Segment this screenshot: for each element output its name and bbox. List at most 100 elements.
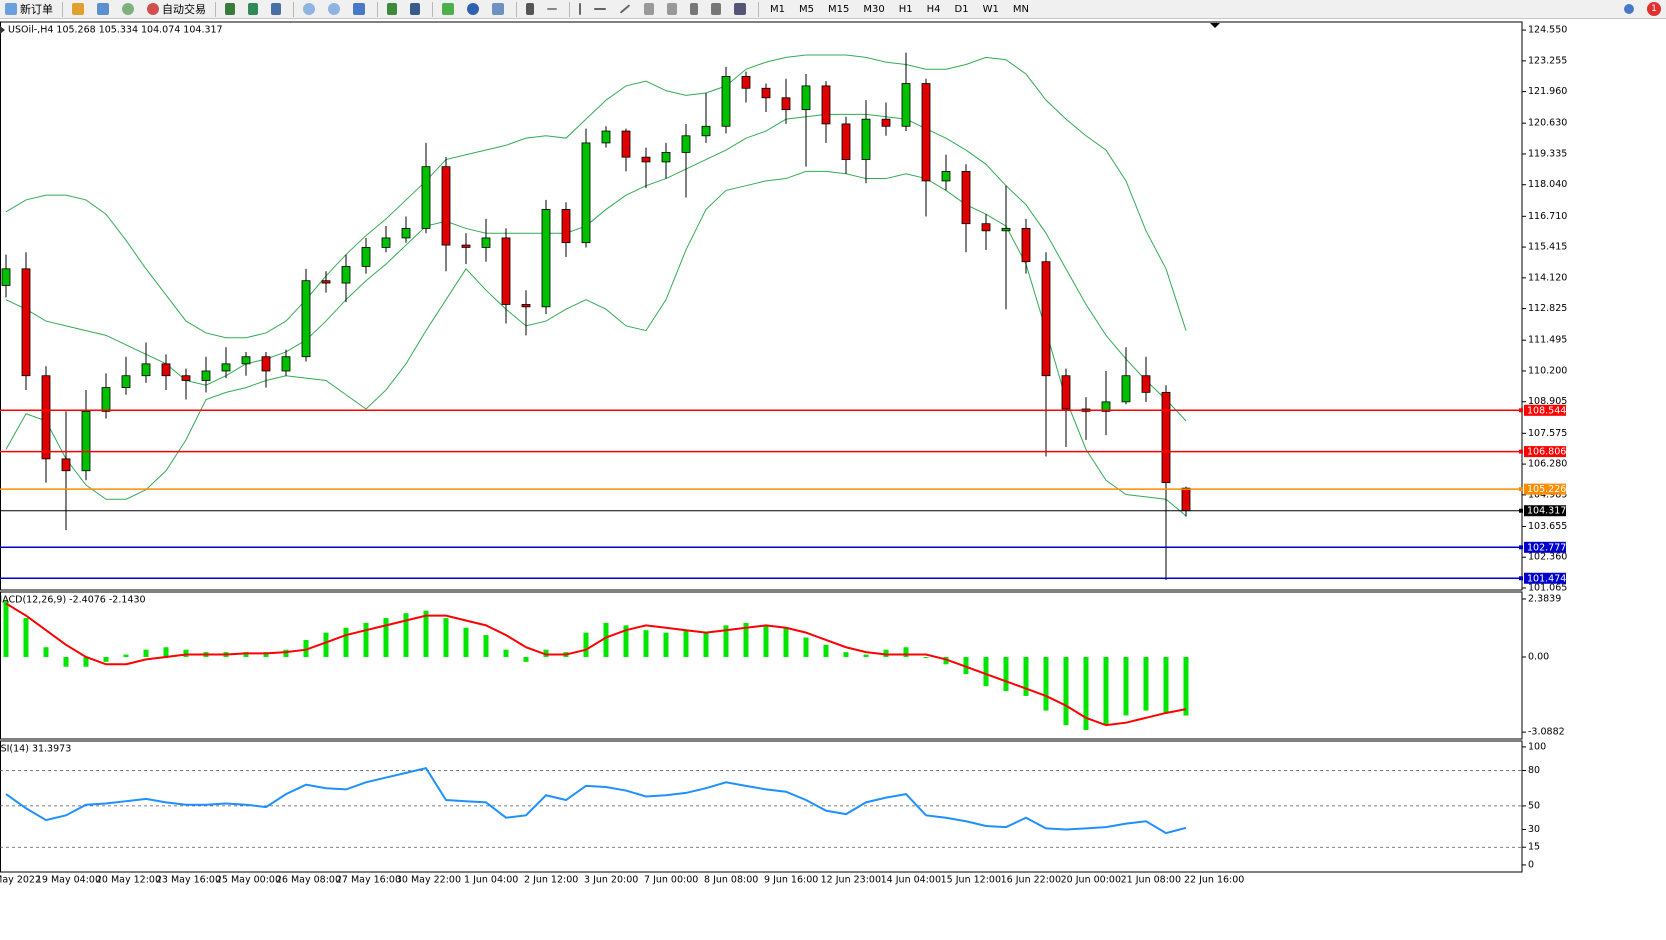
macd-bar bbox=[723, 625, 729, 657]
macd-bar bbox=[263, 652, 269, 657]
toolbar-icon[interactable] bbox=[267, 0, 288, 19]
timeframe-button[interactable]: H4 bbox=[926, 3, 941, 15]
price-level-tag bbox=[1524, 572, 1566, 584]
candle-body bbox=[201, 370, 211, 381]
macd-bar bbox=[783, 627, 789, 657]
price-level-dot bbox=[1519, 545, 1523, 550]
price-level-label: 108.544 bbox=[1527, 405, 1566, 416]
candle-body bbox=[501, 237, 511, 305]
y-tick-label: 0 bbox=[1528, 859, 1534, 870]
timeframe-button[interactable]: M15 bbox=[828, 3, 850, 15]
timeframe-button[interactable]: M30 bbox=[863, 3, 885, 15]
candle-body bbox=[821, 85, 831, 125]
price-level-label: 105.226 bbox=[1527, 484, 1566, 495]
candle-body bbox=[801, 85, 811, 111]
price-level-dot bbox=[1519, 576, 1523, 581]
x-tick-label: 19 May 04:00 bbox=[36, 875, 101, 886]
toolbar-icon[interactable] bbox=[118, 0, 141, 19]
x-tick-label: 9 Jun 16:00 bbox=[764, 875, 818, 886]
y-tick-label: 50 bbox=[1528, 800, 1540, 811]
candle-body bbox=[481, 237, 491, 248]
x-tick-label: 22 Jun 16:00 bbox=[1184, 875, 1244, 886]
toolbar-icon[interactable] bbox=[438, 0, 461, 19]
y-tick-label: 110.200 bbox=[1528, 365, 1567, 376]
toolbar-icon[interactable] bbox=[324, 0, 347, 19]
candle-body bbox=[141, 363, 151, 377]
y-tick-label: 102.360 bbox=[1528, 552, 1567, 563]
y-tick-label: 118.040 bbox=[1528, 179, 1567, 190]
price-level-label: 102.777 bbox=[1527, 542, 1566, 553]
toolbar-icon[interactable] bbox=[299, 0, 322, 19]
toolbar-icon[interactable] bbox=[68, 0, 91, 19]
candle-body bbox=[241, 356, 251, 365]
price-level-tag bbox=[1524, 483, 1566, 495]
toolbar-icon[interactable] bbox=[615, 0, 638, 19]
toolbar-icon[interactable] bbox=[575, 0, 588, 19]
toolbar-icon[interactable] bbox=[707, 0, 728, 19]
candle-body bbox=[101, 387, 111, 412]
candle-body bbox=[61, 458, 71, 472]
candle-body bbox=[81, 410, 91, 472]
candle-body bbox=[1181, 487, 1191, 512]
macd-bar bbox=[283, 649, 289, 657]
macd-bar bbox=[363, 622, 369, 657]
x-tick-label: 14 Jun 04:00 bbox=[881, 875, 941, 886]
timeframe-button[interactable]: MN bbox=[1012, 3, 1029, 15]
notification-badge: 1 bbox=[1647, 2, 1661, 16]
symbol-icon bbox=[0, 26, 5, 34]
y-tick-label: 114.120 bbox=[1528, 272, 1567, 283]
x-tick-label: 30 May 22:00 bbox=[396, 875, 461, 886]
macd-bar bbox=[843, 652, 849, 657]
toolbar-icon[interactable] bbox=[349, 0, 372, 19]
panel-title: USOil-,H4 105.268 105.334 104.074 104.31… bbox=[8, 25, 223, 36]
toolbar-icon[interactable] bbox=[406, 0, 427, 19]
auto-trading-button[interactable]: 自动交易 bbox=[143, 0, 210, 19]
toolbar-icon[interactable] bbox=[463, 0, 486, 19]
candle-body bbox=[661, 152, 671, 163]
timeframe-button[interactable]: W1 bbox=[982, 3, 999, 15]
toolbar-icon[interactable] bbox=[590, 0, 613, 19]
notification-button[interactable]: 1 bbox=[1643, 0, 1665, 19]
toolbar-icon[interactable] bbox=[93, 0, 116, 19]
candle-body bbox=[1021, 228, 1031, 263]
candle-body bbox=[941, 171, 951, 182]
y-tick-label: 115.415 bbox=[1528, 242, 1567, 253]
new-order-button[interactable]: 新订单 bbox=[1, 0, 57, 19]
candle-body bbox=[881, 118, 891, 127]
search-button[interactable] bbox=[1620, 0, 1641, 19]
y-tick-label: 0.00 bbox=[1528, 651, 1549, 662]
toolbar-icon[interactable] bbox=[663, 0, 684, 19]
candle-body bbox=[301, 280, 311, 358]
toolbar-icon[interactable] bbox=[686, 0, 705, 19]
timeframe-button[interactable]: M5 bbox=[799, 3, 814, 15]
macd-bar bbox=[643, 630, 649, 657]
x-tick-label: 23 May 16:00 bbox=[156, 875, 221, 886]
candle-body bbox=[601, 130, 611, 144]
macd-bar bbox=[1123, 656, 1129, 716]
toolbar-icon[interactable] bbox=[640, 0, 661, 19]
toolbar-icon[interactable] bbox=[730, 0, 753, 19]
new-order-label: 新订单 bbox=[20, 3, 53, 16]
macd-bar bbox=[143, 649, 149, 657]
y-tick-label: 106.280 bbox=[1528, 459, 1567, 470]
macd-bar bbox=[603, 622, 609, 657]
panel-title: MACD(12,26,9) -2.4076 -2.1430 bbox=[0, 595, 146, 606]
timeframe-button[interactable]: D1 bbox=[954, 3, 969, 15]
toolbar-icon[interactable] bbox=[221, 0, 242, 19]
candle-body bbox=[1141, 375, 1151, 393]
candle-body bbox=[321, 280, 331, 284]
toolbar-icon[interactable] bbox=[244, 0, 265, 19]
x-tick-label: 16 Jun 22:00 bbox=[1001, 875, 1061, 886]
macd-bar bbox=[703, 632, 709, 657]
candle-body bbox=[541, 209, 551, 308]
timeframe-button[interactable]: H1 bbox=[898, 3, 913, 15]
macd-bar bbox=[303, 639, 309, 657]
macd-bar bbox=[883, 649, 889, 657]
toolbar-icon[interactable] bbox=[488, 0, 511, 19]
y-tick-label: 103.655 bbox=[1528, 521, 1567, 532]
toolbar-icon[interactable] bbox=[543, 0, 564, 19]
macd-bar bbox=[923, 656, 929, 658]
toolbar-icon[interactable] bbox=[522, 0, 541, 19]
toolbar-icon[interactable] bbox=[383, 0, 404, 19]
timeframe-button[interactable]: M1 bbox=[770, 3, 785, 15]
